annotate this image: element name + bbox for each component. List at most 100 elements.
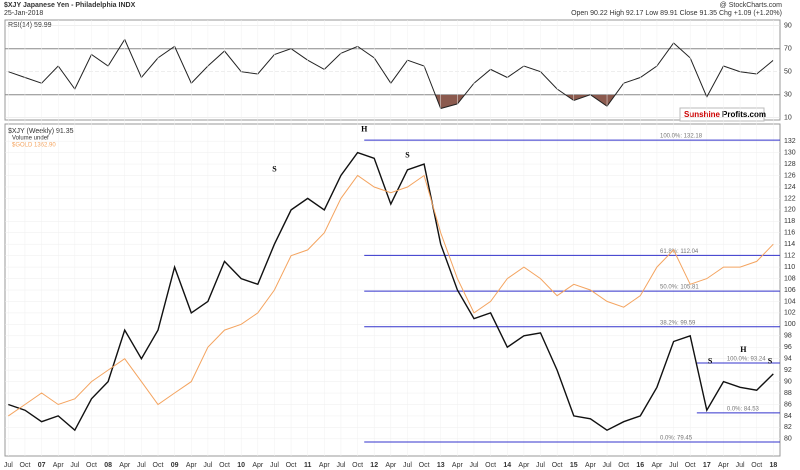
- fib-label: 100.0%: 93.24: [727, 357, 766, 363]
- y-tick-label: 124: [784, 184, 796, 191]
- x-tick-label: Apr: [518, 462, 530, 469]
- x-tick-label: 10: [237, 462, 245, 469]
- x-tick-label: Apr: [53, 462, 65, 469]
- fib-label: 0.0%: 79.45: [660, 436, 693, 442]
- x-tick-label: 14: [503, 462, 511, 469]
- legend-entry: Volume undef: [12, 136, 49, 142]
- y-tick-label: 84: [784, 413, 792, 420]
- y-tick-label: 90: [784, 378, 792, 385]
- x-tick-label: 16: [636, 462, 644, 469]
- x-tick-label: Jul: [403, 462, 412, 469]
- x-tick-label: Apr: [651, 462, 663, 469]
- y-tick-label: 104: [784, 298, 796, 305]
- x-tick-label: 17: [703, 462, 711, 469]
- fib-label: 0.0%: 84.53: [727, 406, 760, 412]
- x-tick-label: Apr: [385, 462, 397, 469]
- y-tick-label: 130: [784, 149, 796, 156]
- x-tick-label: Apr: [186, 462, 198, 469]
- fib-label: 61.8%: 112.04: [660, 249, 699, 255]
- x-tick-label: Jul: [603, 462, 612, 469]
- x-tick-label: Jul: [536, 462, 545, 469]
- x-tick-label: Oct: [685, 462, 696, 469]
- fib-label: 38.2%: 99.59: [660, 320, 696, 326]
- logo-site: Profits.com: [722, 110, 766, 119]
- x-tick-label: Jul: [470, 462, 479, 469]
- chart-date: 25-Jan-2018: [4, 10, 43, 17]
- y-tick-label: 132: [784, 138, 796, 145]
- x-tick-label: Jul: [336, 462, 345, 469]
- y-tick-label: 10: [784, 115, 792, 122]
- x-tick-label: Apr: [718, 462, 730, 469]
- x-tick-label: Apr: [119, 462, 131, 469]
- y-tick-label: 80: [784, 436, 792, 443]
- y-tick-label: 116: [784, 230, 795, 237]
- annotation: H: [361, 125, 368, 134]
- y-tick-label: 118: [784, 218, 795, 225]
- x-tick-label: 13: [437, 462, 445, 469]
- x-tick-label: Oct: [153, 462, 164, 469]
- y-tick-label: 126: [784, 172, 796, 179]
- x-tick-label: Jul: [203, 462, 212, 469]
- x-tick-label: 15: [570, 462, 578, 469]
- y-tick-label: 120: [784, 207, 796, 214]
- series-line: [8, 174, 774, 417]
- annotation: S: [272, 165, 277, 174]
- source: @ StockCharts.com: [720, 2, 783, 9]
- y-tick-label: 102: [784, 310, 796, 317]
- y-tick-label: 30: [784, 92, 792, 99]
- x-tick-label: 07: [38, 462, 46, 469]
- y-tick-label: 128: [784, 161, 796, 168]
- y-tick-label: 92: [784, 367, 792, 374]
- series-line: [8, 151, 774, 432]
- y-tick-label: 82: [784, 424, 792, 431]
- x-tick-label: Jul: [270, 462, 279, 469]
- annotation: H: [740, 345, 747, 354]
- y-tick-label: 86: [784, 401, 792, 408]
- x-tick-label: Apr: [319, 462, 331, 469]
- x-tick-label: Oct: [352, 462, 363, 469]
- x-tick-label: 18: [769, 462, 777, 469]
- x-tick-label: Apr: [452, 462, 464, 469]
- x-tick-label: 12: [370, 462, 378, 469]
- y-tick-label: 114: [784, 241, 795, 248]
- y-tick-label: 110: [784, 264, 795, 271]
- rsi-legend: RSI(14) 59.99: [8, 22, 52, 29]
- rsi-panel: [4, 19, 781, 121]
- y-tick-label: 88: [784, 390, 792, 397]
- y-tick-label: 94: [784, 356, 792, 363]
- x-tick-label: Apr: [252, 462, 264, 469]
- x-tick-label: Oct: [20, 462, 31, 469]
- logo: Sunshine Profits.com: [679, 107, 766, 122]
- x-tick-label: Jul: [4, 462, 13, 469]
- x-tick-label: 11: [304, 462, 312, 469]
- y-tick-label: 108: [784, 275, 796, 282]
- x-tick-label: Oct: [751, 462, 762, 469]
- x-tick-label: Jul: [736, 462, 745, 469]
- y-tick-label: 70: [784, 46, 792, 53]
- fib-label: 100.0%: 132.18: [660, 134, 703, 140]
- y-tick-label: 96: [784, 344, 792, 351]
- quote: Open 90.22 High 92.17 Low 89.91 Close 91…: [571, 10, 782, 17]
- x-tick-label: Oct: [485, 462, 496, 469]
- annotation: S: [768, 356, 773, 365]
- annotation: S: [708, 356, 713, 365]
- legend-entry: $GOLD 1362.90: [12, 143, 56, 149]
- fib-label: 50.0%: 105.81: [660, 285, 699, 291]
- x-tick-label: Jul: [669, 462, 678, 469]
- y-tick-label: 112: [784, 252, 795, 259]
- logo-brand: Sunshine: [684, 110, 721, 119]
- y-tick-label: 106: [784, 287, 796, 294]
- x-tick-label: Oct: [219, 462, 230, 469]
- chart-title: $XJY Japanese Yen - Philadelphia INDX: [4, 2, 136, 9]
- x-tick-label: 09: [171, 462, 179, 469]
- y-tick-label: 98: [784, 333, 792, 340]
- x-tick-label: Jul: [137, 462, 146, 469]
- x-tick-label: Jul: [70, 462, 79, 469]
- oversold-area: [435, 95, 708, 109]
- x-tick-label: 08: [104, 462, 112, 469]
- x-tick-label: Oct: [86, 462, 97, 469]
- x-tick-label: Oct: [286, 462, 297, 469]
- y-tick-label: 90: [784, 23, 792, 30]
- x-tick-label: Oct: [419, 462, 430, 469]
